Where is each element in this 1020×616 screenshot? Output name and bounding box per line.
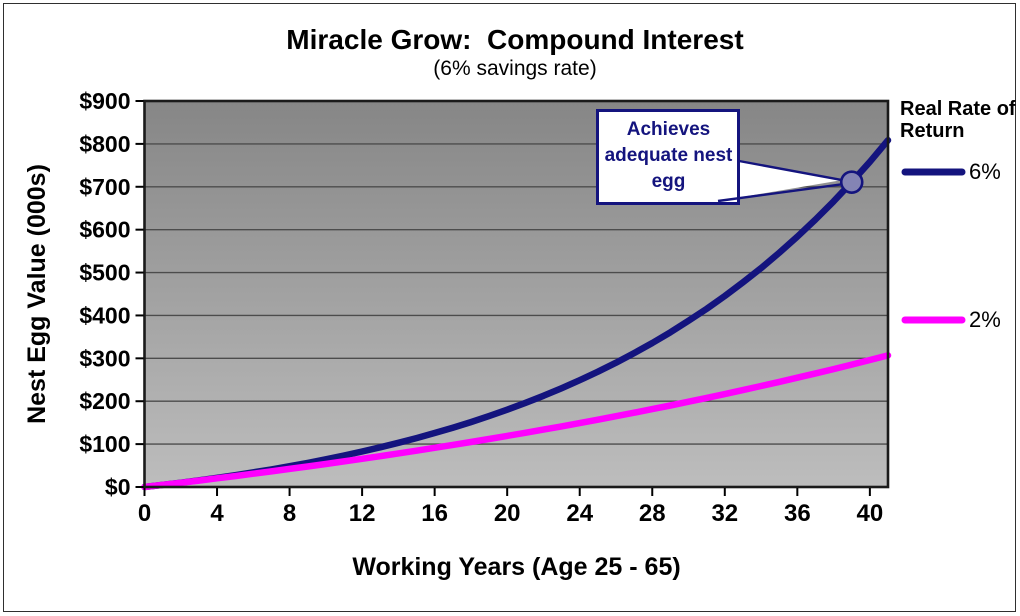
series-line-2pct: [141, 352, 892, 491]
x-tick-label: 12: [349, 500, 376, 527]
y-tick-label: $200: [79, 388, 130, 414]
legend-label-6pct: 6%: [969, 159, 1001, 184]
y-tick-label: $800: [79, 131, 130, 157]
callout-tail: [718, 161, 842, 201]
plot-border: [143, 99, 890, 489]
x-tick-label: 24: [566, 500, 593, 527]
x-tick-label: 8: [283, 500, 296, 527]
callout-tail-edge-bottom: [717, 182, 843, 203]
x-tick-label: 32: [711, 500, 738, 527]
x-axis-title: Working Years (Age 25 - 65): [352, 553, 681, 581]
y-tick-label: $600: [79, 217, 130, 243]
x-tick-label: 20: [494, 500, 521, 527]
y-tick-label: $100: [79, 431, 130, 457]
data-marker: [839, 170, 864, 194]
chart-subtitle: (6% savings rate): [433, 57, 597, 80]
callout-box: [596, 109, 740, 205]
x-tick-label: 0: [138, 500, 151, 527]
x-tick-label: 36: [784, 500, 811, 527]
y-tick-label: $700: [79, 174, 130, 200]
callout-tail-edge-top: [738, 159, 843, 182]
plot-area: [144, 101, 888, 487]
y-tick-label: $0: [105, 474, 131, 500]
y-tick-label: $400: [79, 302, 130, 328]
x-tick-label: 28: [639, 500, 666, 527]
y-axis-title: Nest Egg Value (000s): [23, 164, 51, 424]
legend-title: Real Rate of Return: [900, 98, 1016, 142]
chart-title: Miracle Grow: Compound Interest: [286, 24, 744, 55]
y-tick-label: $300: [79, 345, 130, 371]
x-tick-label: 16: [421, 500, 448, 527]
x-tick-label: 4: [210, 500, 224, 527]
y-tick-label: $900: [79, 88, 130, 114]
legend-label-2pct: 2%: [969, 307, 1001, 332]
callout-text: Achieves adequate nest egg: [604, 119, 733, 192]
x-tick-label: 40: [857, 500, 884, 527]
y-tick-label: $500: [79, 260, 130, 286]
